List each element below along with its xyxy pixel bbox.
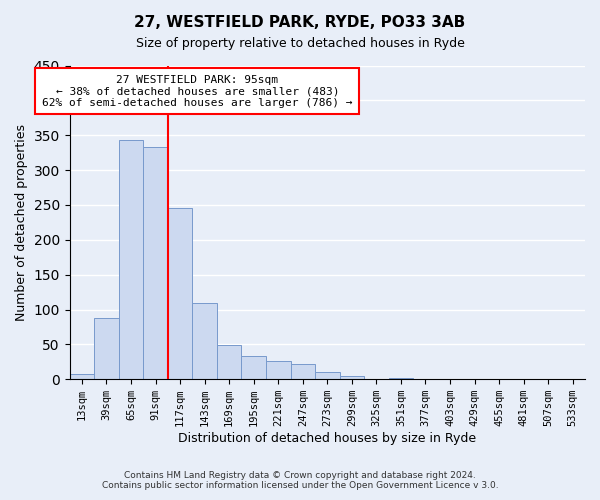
Bar <box>560 378 585 379</box>
X-axis label: Distribution of detached houses by size in Ryde: Distribution of detached houses by size … <box>178 432 476 445</box>
Bar <box>290 364 315 379</box>
Text: 27, WESTFIELD PARK, RYDE, PO33 3AB: 27, WESTFIELD PARK, RYDE, PO33 3AB <box>134 15 466 30</box>
Bar <box>315 372 340 379</box>
Bar <box>266 361 290 379</box>
Text: Contains HM Land Registry data © Crown copyright and database right 2024.
Contai: Contains HM Land Registry data © Crown c… <box>101 470 499 490</box>
Bar <box>70 374 94 379</box>
Bar <box>389 378 413 379</box>
Bar <box>217 345 241 379</box>
Text: Size of property relative to detached houses in Ryde: Size of property relative to detached ho… <box>136 38 464 51</box>
Bar <box>119 140 143 379</box>
Text: 27 WESTFIELD PARK: 95sqm
← 38% of detached houses are smaller (483)
62% of semi-: 27 WESTFIELD PARK: 95sqm ← 38% of detach… <box>42 74 353 108</box>
Bar <box>94 318 119 379</box>
Y-axis label: Number of detached properties: Number of detached properties <box>15 124 28 321</box>
Bar <box>143 147 168 379</box>
Bar <box>168 208 193 379</box>
Bar <box>340 376 364 379</box>
Bar <box>193 302 217 379</box>
Bar <box>241 356 266 379</box>
